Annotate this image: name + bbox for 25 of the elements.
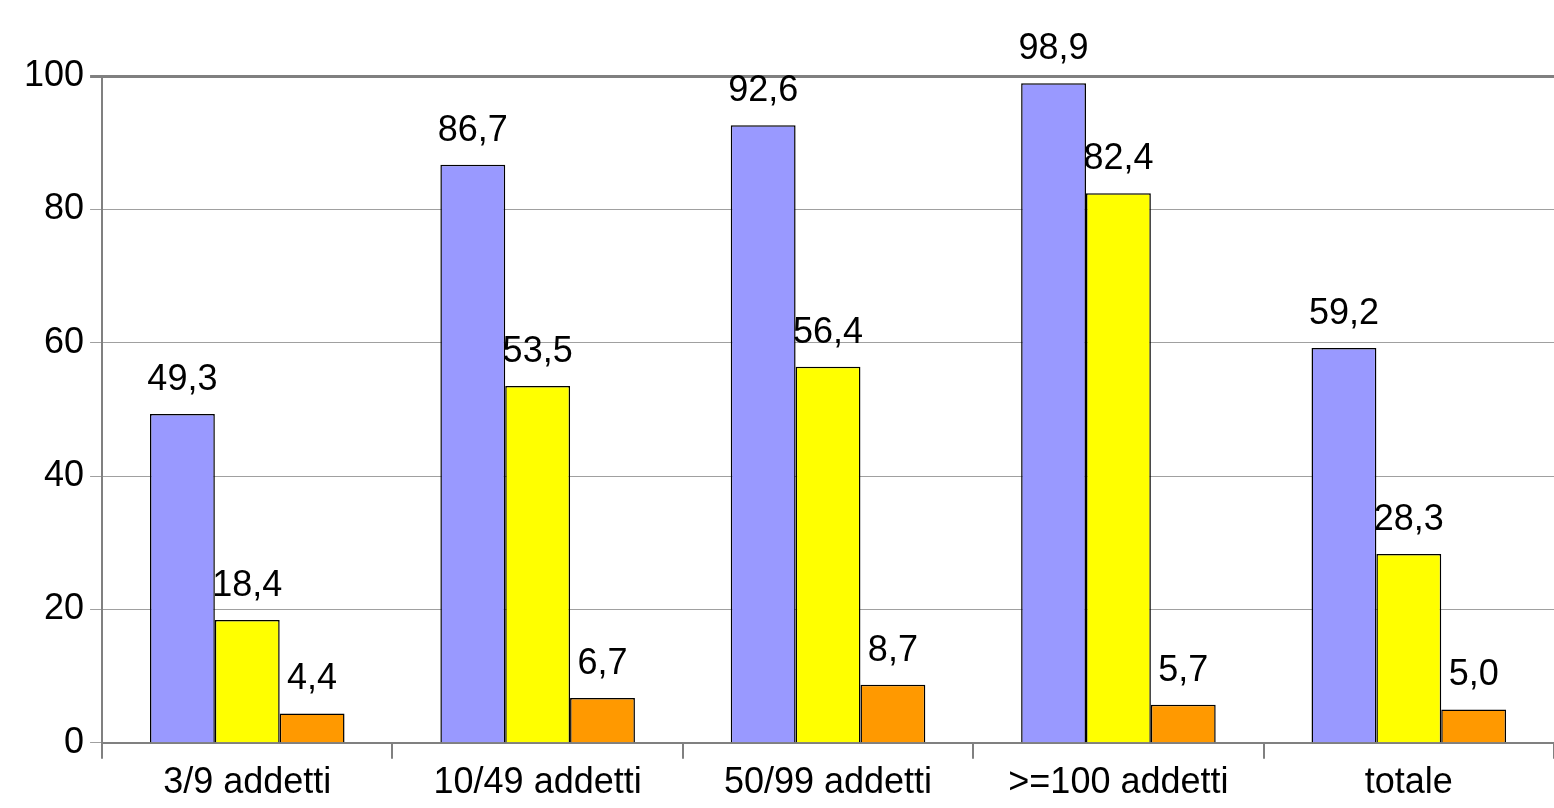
data-label: 59,2 — [1308, 290, 1379, 332]
data-label: 5,0 — [1448, 652, 1499, 694]
data-label: 28,3 — [1373, 497, 1444, 539]
x-tick-label: 3/9 addetti — [163, 760, 332, 802]
y-tick-label: 100 — [23, 52, 85, 94]
data-label: 82,4 — [1083, 136, 1154, 178]
data-label: 86,7 — [437, 107, 508, 149]
data-label: 53,5 — [502, 328, 573, 370]
data-label: 98,9 — [1018, 26, 1089, 68]
data-label: 49,3 — [147, 356, 218, 398]
data-label: 92,6 — [728, 68, 799, 110]
y-tick-label: 60 — [44, 319, 85, 361]
x-tick-label: 50/99 addetti — [723, 760, 933, 802]
data-label: 4,4 — [287, 656, 338, 698]
y-tick-label: 0 — [64, 719, 85, 761]
data-label: 18,4 — [212, 563, 283, 605]
y-tick-label: 80 — [44, 186, 85, 228]
data-label: 8,7 — [867, 627, 918, 669]
x-tick-label: >=100 addetti — [1008, 760, 1229, 802]
x-tick-label: totale — [1364, 760, 1453, 802]
x-tick-label: 10/49 addetti — [433, 760, 642, 802]
data-label: 6,7 — [577, 641, 628, 683]
data-label: 5,7 — [1158, 647, 1209, 689]
y-tick-label: 40 — [44, 453, 85, 494]
y-tick-label: 20 — [44, 586, 85, 628]
